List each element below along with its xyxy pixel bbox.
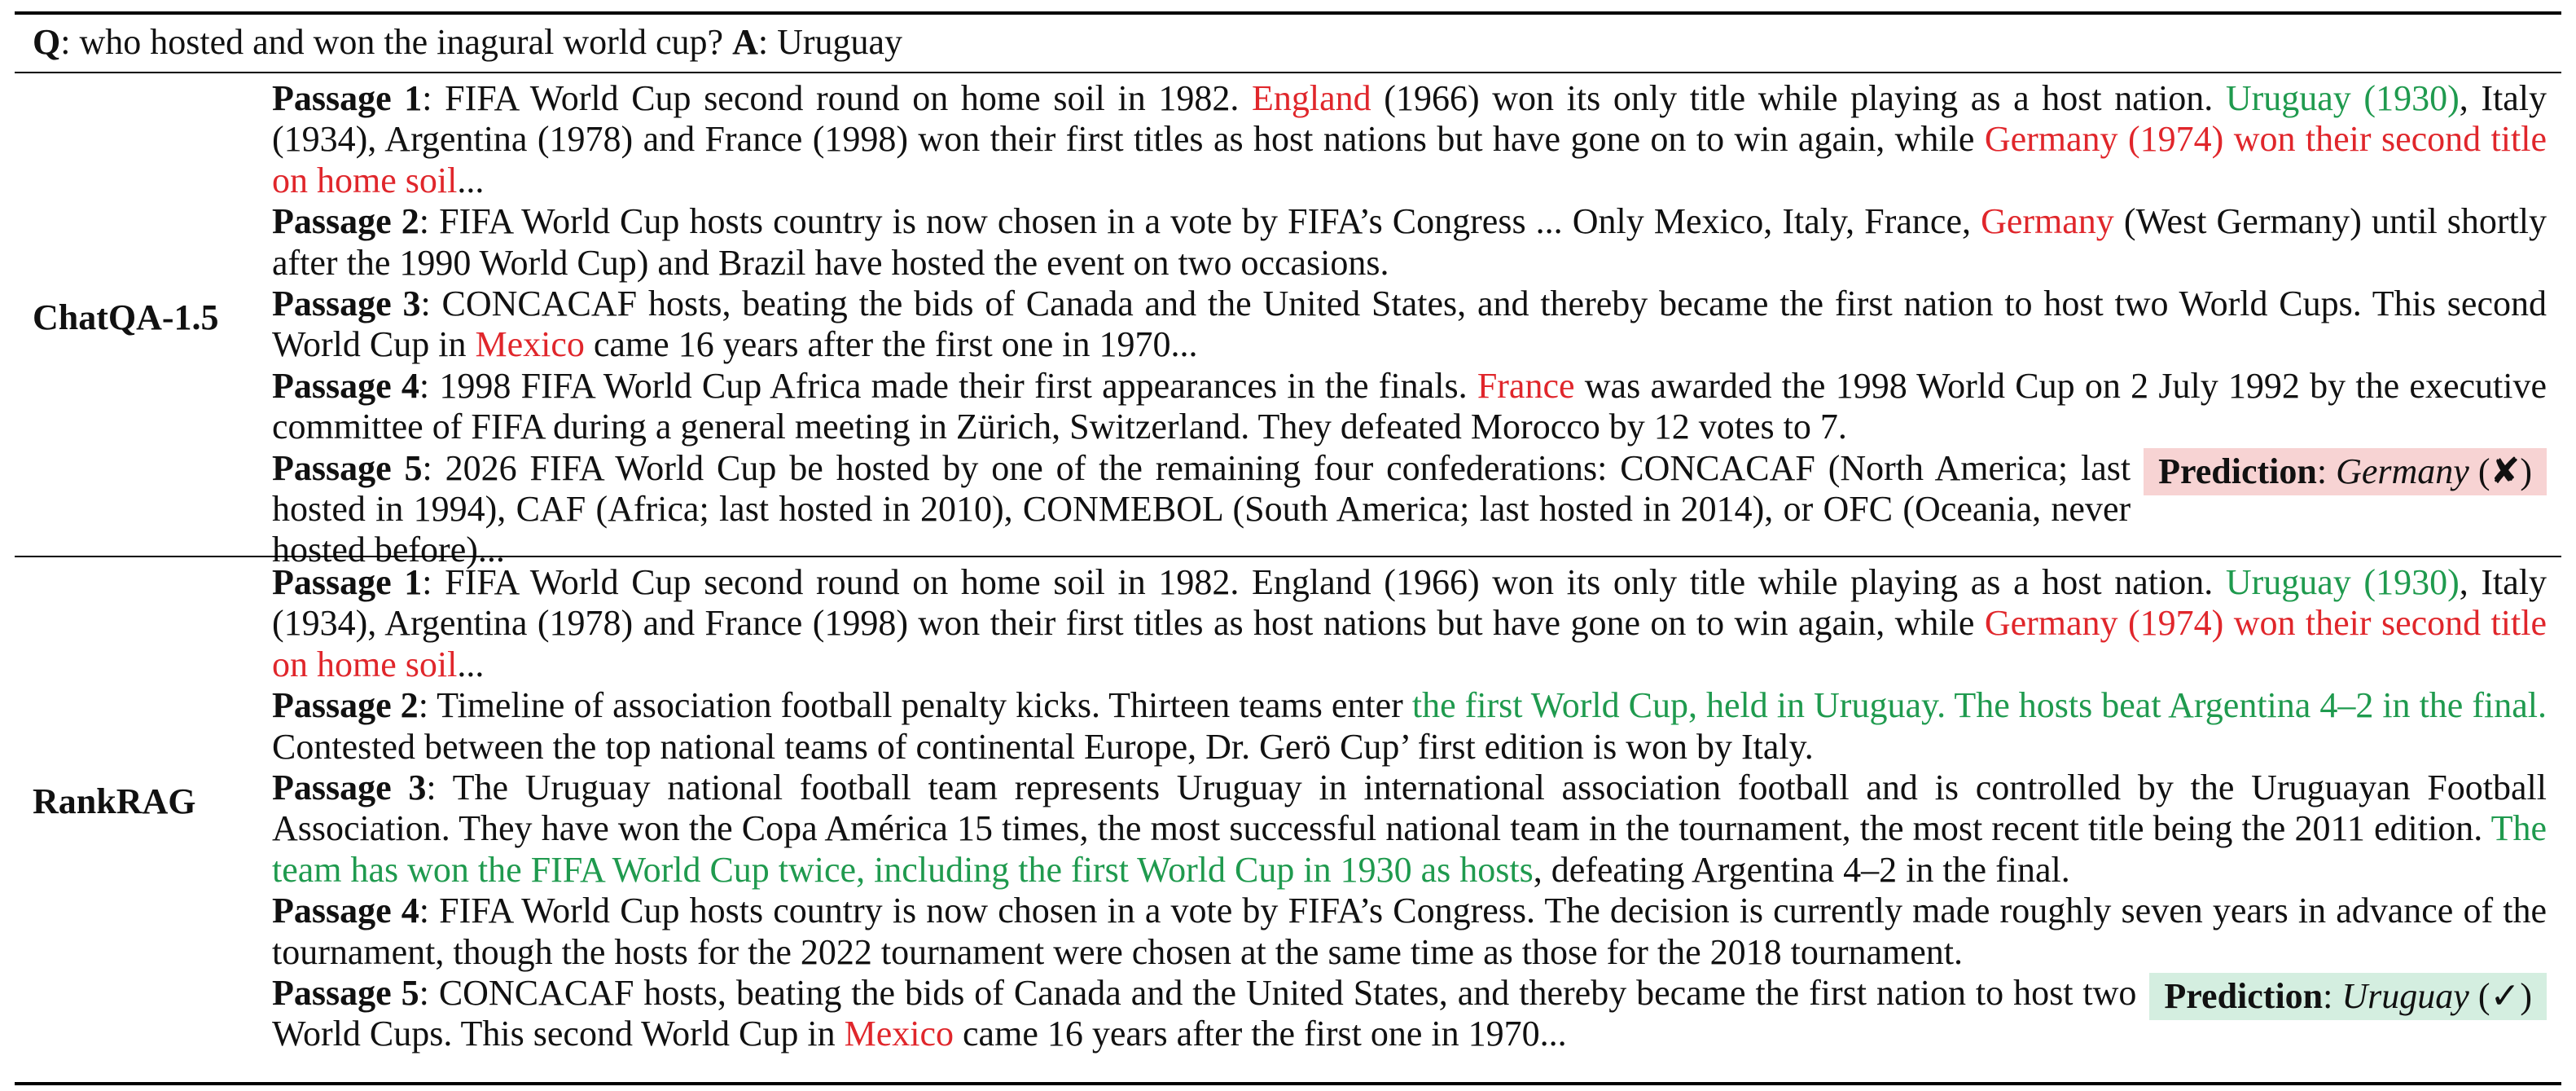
passage-list: Passage 1: FIFA World Cup second round o… xyxy=(272,78,2547,571)
wrong-entity-text: Germany (1974) won their second title on… xyxy=(272,119,2547,200)
prediction-label: Prediction xyxy=(2158,451,2317,491)
top-rule xyxy=(15,11,2561,15)
passage: Passage 3: The Uruguay national football… xyxy=(272,768,2547,890)
wrong-entity-text: Mexico xyxy=(844,1014,954,1054)
passage-text: came 16 years after the first one in 197… xyxy=(954,1014,1567,1054)
passage-text: FIFA World Cup hosts country is now chos… xyxy=(439,201,1981,242)
passage: Prediction: Uruguay (✓) Passage 5: CONCAC… xyxy=(272,973,2547,1055)
passage-text: , Italy (1934), Argentina (1978) and Fra… xyxy=(272,562,2547,644)
passage-title: Passage 2 xyxy=(272,201,419,242)
passage-title: Passage 1 xyxy=(272,562,423,602)
prediction-answer: Germany xyxy=(2336,451,2469,491)
wrong-entity-text: England xyxy=(1252,78,1371,118)
passage-text: 2026 FIFA World Cup be hosted by one of … xyxy=(272,447,2131,570)
passage-text: , defeating Argentina 4–2 in the final. xyxy=(1533,849,2070,890)
passage-text: FIFA World Cup second round on home soil… xyxy=(445,562,2226,602)
passage-text: (West Germany) until shortly after the 1… xyxy=(272,201,2547,283)
passage-text: Timeline of association football penalty… xyxy=(437,685,1412,726)
passage-title: Passage 1 xyxy=(272,78,423,118)
passage-text: (1966) won its only title while playing … xyxy=(1371,78,2226,118)
wrong-entity-text: Mexico xyxy=(475,324,585,365)
passage-text: 1998 FIFA World Cup Africa made their fi… xyxy=(439,365,1477,406)
passage-text: came 16 years after the first one in 197… xyxy=(584,324,1198,365)
passage-text: FIFA World Cup second round on home soil… xyxy=(445,78,1253,118)
supporting-evidence-text: Uruguay (1930) xyxy=(2225,78,2460,118)
passage: Prediction: Germany (✘) Passage 5: 2026 F… xyxy=(272,447,2547,571)
passage-title: Passage 2 xyxy=(272,685,419,726)
header-rule xyxy=(15,72,2561,73)
passage: Passage 2: FIFA World Cup hosts country … xyxy=(272,201,2547,283)
passage-title: Passage 3 xyxy=(272,284,421,324)
passage-text: , Italy (1934), Argentina (1978) and Fra… xyxy=(272,78,2547,160)
cross-icon: ✘ xyxy=(2490,451,2521,491)
passage-text: FIFA World Cup hosts country is now chos… xyxy=(272,891,2547,972)
prediction-badge: Prediction: Uruguay (✓) xyxy=(2149,973,2547,1021)
passage-title: Passage 4 xyxy=(272,891,419,931)
check-icon: ✓ xyxy=(2490,976,2521,1017)
prediction-badge: Prediction: Germany (✘) xyxy=(2144,447,2547,495)
question-text: who hosted and won the inagural world cu… xyxy=(79,22,724,62)
supporting-evidence-text: The team has won the FIFA World Cup twic… xyxy=(272,808,2547,890)
passage-title: Passage 4 xyxy=(272,365,419,406)
passage-title: Passage 5 xyxy=(272,973,419,1014)
question-label: Q xyxy=(33,22,61,62)
passage: Passage 3: CONCACAF hosts, beating the b… xyxy=(272,284,2547,365)
passage: Passage 4: 1998 FIFA World Cup Africa ma… xyxy=(272,365,2547,447)
passage-text: CONCACAF hosts, beating the bids of Cana… xyxy=(272,284,2547,365)
answer-label: A xyxy=(732,22,758,62)
passage-text: CONCACAF hosts, beating the bids of Cana… xyxy=(272,973,2137,1054)
prediction-answer: Uruguay xyxy=(2341,976,2469,1017)
model-label: ChatQA-1.5 xyxy=(33,297,219,337)
passage-text: The Uruguay national football team repre… xyxy=(272,768,2547,849)
passage: Passage 2: Timeline of association footb… xyxy=(272,685,2547,767)
wrong-entity-text: Germany xyxy=(1981,201,2114,242)
wrong-entity-text: France xyxy=(1477,365,1575,406)
passage-text: was awarded the 1998 World Cup on 2 July… xyxy=(272,365,2547,447)
passage-text: ... xyxy=(457,644,485,684)
passage-title: Passage 5 xyxy=(272,447,423,488)
answer-text: Uruguay xyxy=(777,22,903,62)
prediction-label: Prediction xyxy=(2164,976,2324,1017)
passage-list: Passage 1: FIFA World Cup second round o… xyxy=(272,562,2547,1055)
passage: Passage 1: FIFA World Cup second round o… xyxy=(272,78,2547,200)
passage-text: Contested between the top national teams… xyxy=(272,726,1814,767)
passage: Passage 1: FIFA World Cup second round o… xyxy=(272,562,2547,684)
supporting-evidence-text: the first World Cup, held in Uruguay. Th… xyxy=(1411,685,2547,726)
supporting-evidence-text: Uruguay (1930) xyxy=(2225,562,2460,602)
section-rule xyxy=(15,556,2561,557)
question-row: Q: who hosted and won the inagural world… xyxy=(33,22,903,62)
passage-text: ... xyxy=(457,160,485,200)
passage: Passage 4: FIFA World Cup hosts country … xyxy=(272,891,2547,972)
bottom-rule xyxy=(15,1082,2561,1085)
wrong-entity-text: Germany (1974) won their second title on… xyxy=(272,603,2547,684)
passage-title: Passage 3 xyxy=(272,768,427,808)
model-label: RankRAG xyxy=(33,781,196,821)
